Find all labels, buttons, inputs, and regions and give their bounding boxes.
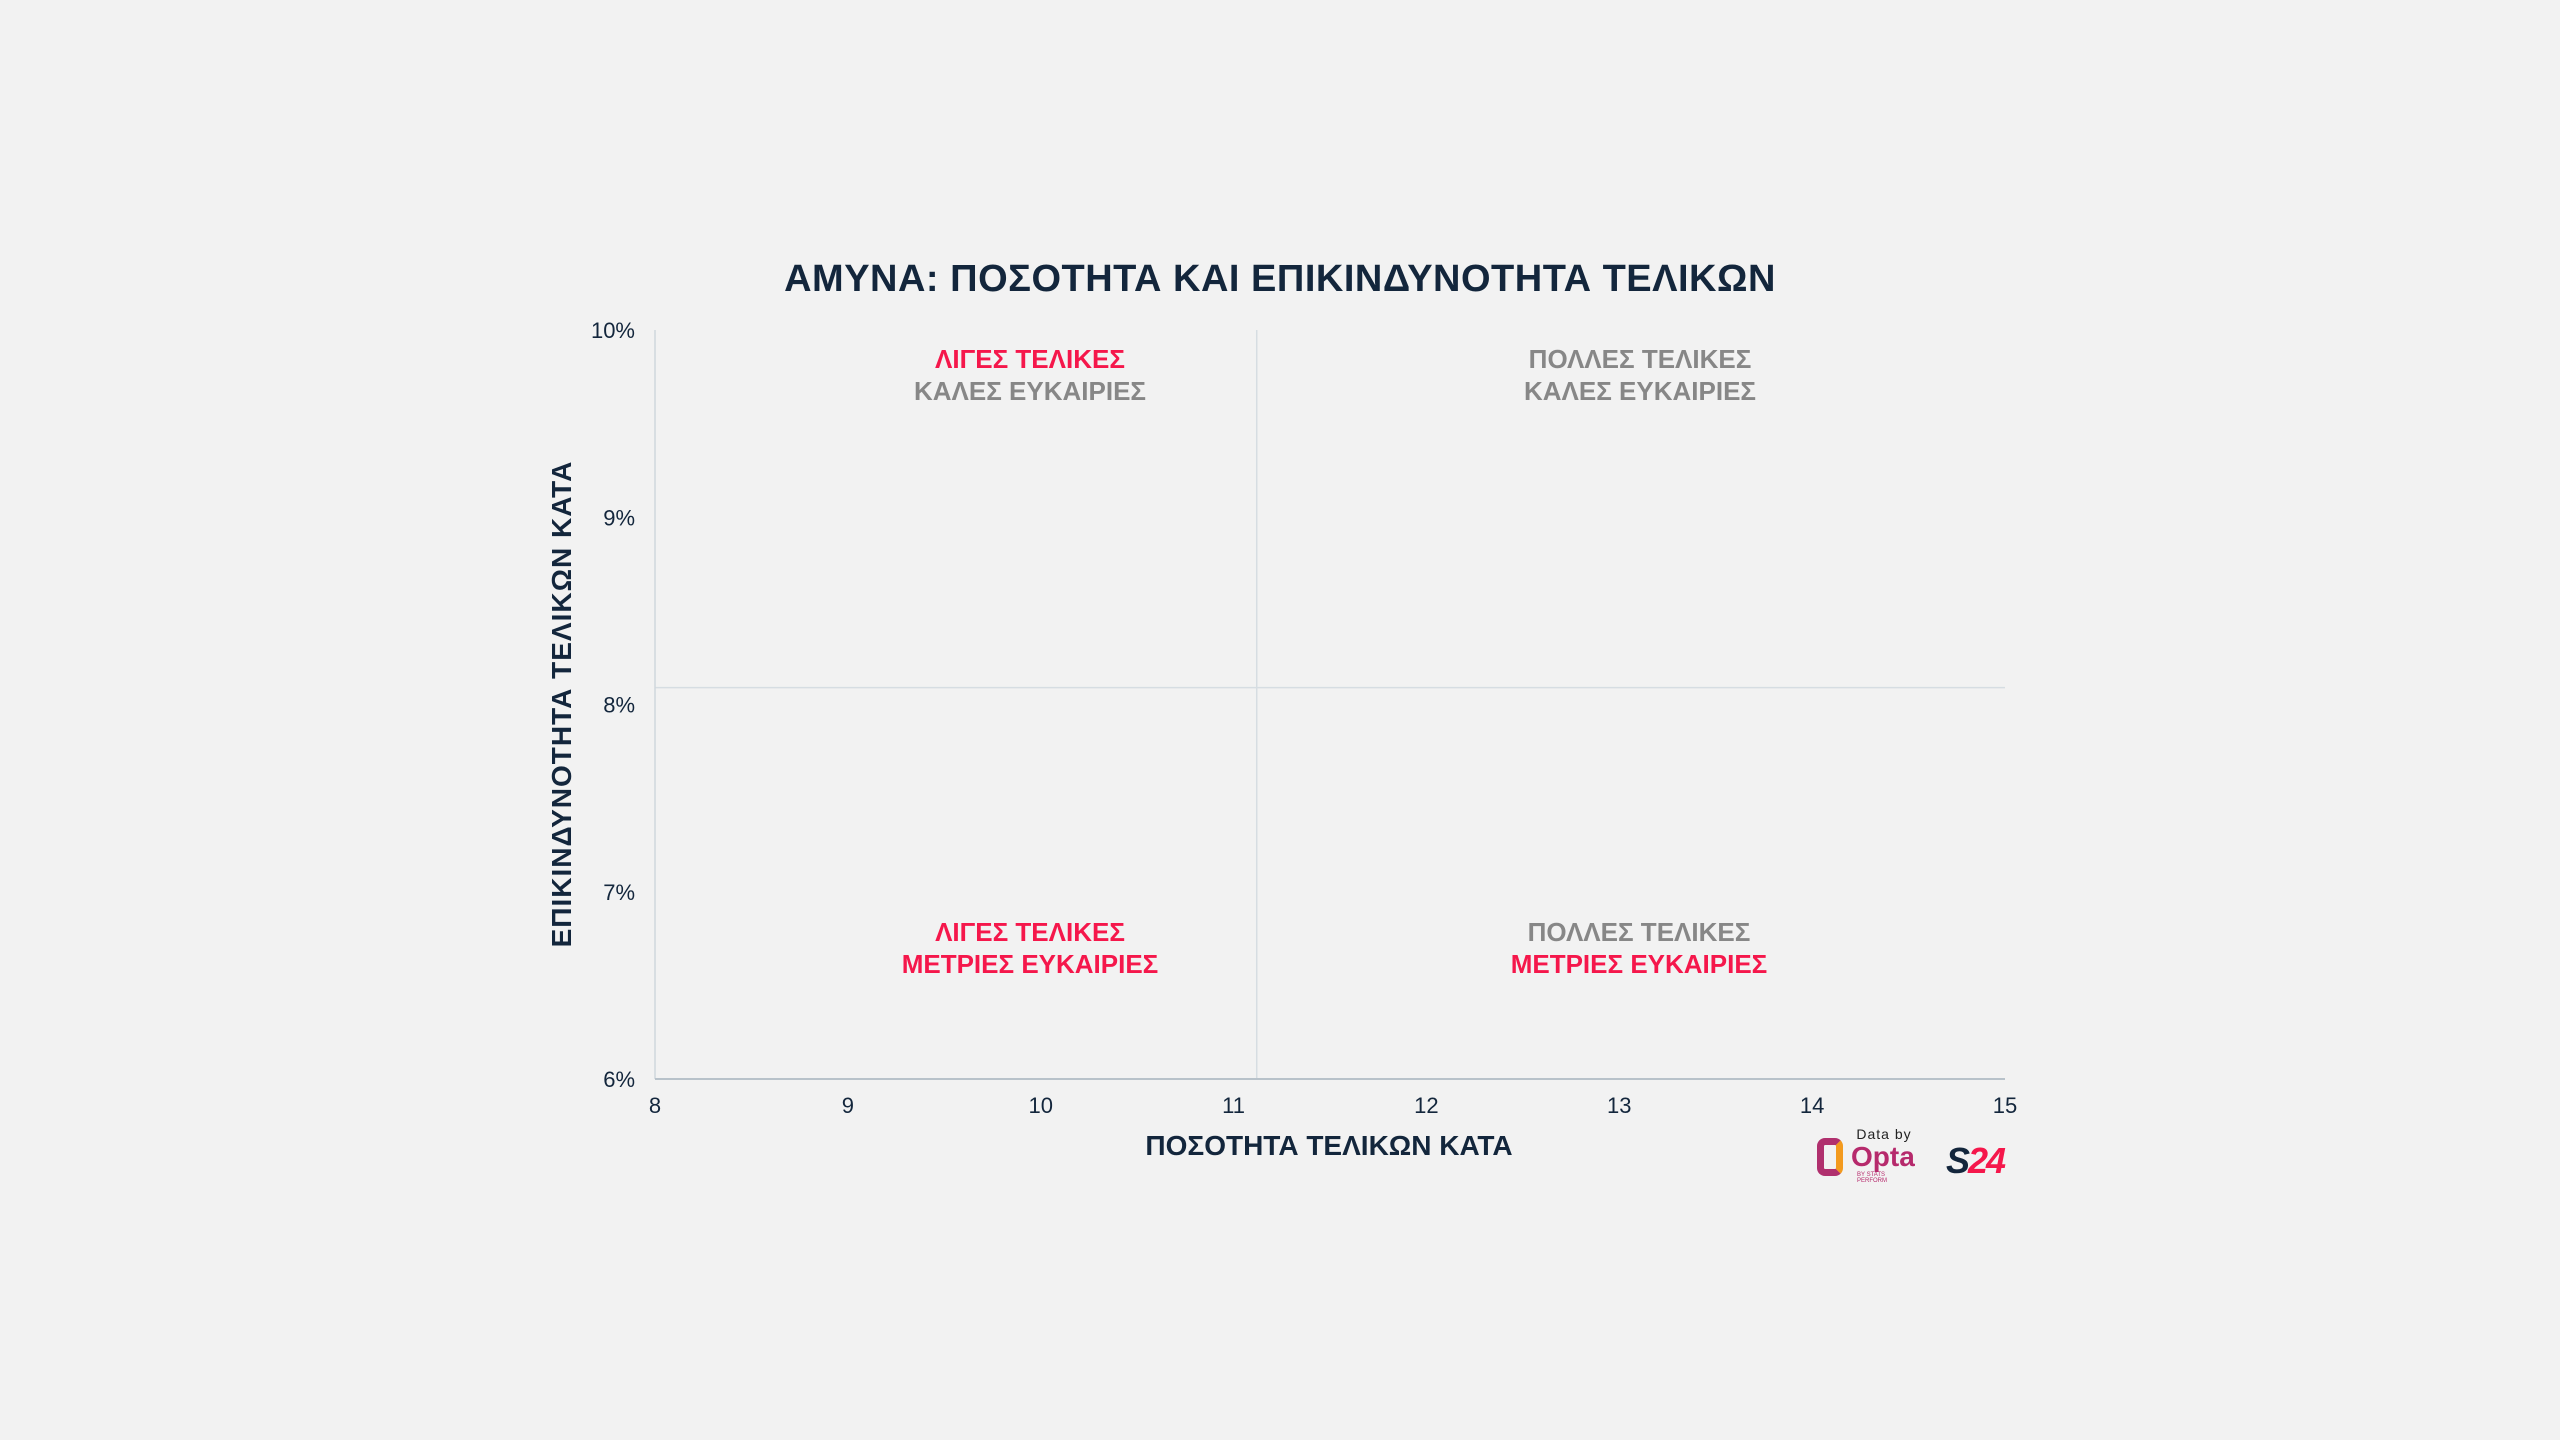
y-tick-label: 9%	[603, 505, 635, 530]
quadrant-line2: ΜΕΤΡΙΕΣ ΕΥΚΑΙΡΙΕΣ	[1510, 949, 1768, 979]
x-tick-label: 12	[1414, 1093, 1438, 1118]
quadrant-line1: ΛΙΓΕΣ ΤΕΛΙΚΕΣ	[935, 917, 1125, 947]
y-axis-label: ΕΠΙΚΙΝΔΥΝΟΤΗΤΑ ΤΕΛΙΚΩΝ ΚΑΤΑ	[546, 460, 577, 948]
quadrant-label-top-right: ΠΟΛΛΕΣ ΤΕΛΙΚΕΣ ΚΑΛΕΣ ΕΥΚΑΙΡΙΕΣ	[1524, 343, 1756, 407]
x-tick-label: 15	[1993, 1093, 2017, 1118]
y-tick-label: 10%	[591, 318, 635, 343]
x-axis-label: ΠΟΣΟΤΗΤΑ ΤΕΛΙΚΩΝ ΚΑΤΑ	[1145, 1130, 1513, 1161]
s24-number: 24	[1968, 1140, 2006, 1181]
opta-subtitle: BY STATS PERFORM	[1857, 1172, 1887, 1184]
y-tick-label: 6%	[603, 1067, 635, 1092]
x-tick-label: 9	[842, 1093, 854, 1118]
quadrant-line1: ΛΙΓΕΣ ΤΕΛΙΚΕΣ	[935, 344, 1125, 374]
opta-logo: Opta BY STATS PERFORM	[1817, 1138, 1915, 1184]
y-tick-label: 8%	[603, 693, 635, 718]
quadrant-line2: ΚΑΛΕΣ ΕΥΚΑΙΡΙΕΣ	[913, 376, 1147, 406]
quadrant-label-top-left: ΛΙΓΕΣ ΤΕΛΙΚΕΣ ΚΑΛΕΣ ΕΥΚΑΙΡΙΕΣ	[914, 343, 1146, 407]
x-tick-label: 11	[1222, 1093, 1245, 1118]
chart-title-lead: ΑΜΥΝΑ:	[784, 258, 940, 300]
quadrant-line1: ΠΟΛΛΕΣ ΤΕΛΙΚΕΣ	[1527, 917, 1751, 947]
s24-logo: S24	[1946, 1140, 2006, 1182]
x-tick-label: 8	[649, 1093, 661, 1118]
opta-mark-icon	[1817, 1138, 1843, 1176]
opta-wordmark: Opta	[1851, 1141, 1915, 1172]
x-tick-label: 14	[1800, 1093, 1824, 1118]
chart-title: ΑΜΥΝΑ: ΠΟΣΟΤΗΤΑ ΚΑΙ ΕΠΙΚΙΝΔΥΝΟΤΗΤΑ ΤΕΛΙΚ…	[0, 258, 2560, 301]
s24-s: S	[1946, 1140, 1970, 1181]
chart-title-rest: ΠΟΣΟΤΗΤΑ ΚΑΙ ΕΠΙΚΙΝΔΥΝΟΤΗΤΑ ΤΕΛΙΚΩΝ	[950, 258, 1776, 300]
x-tick-label: 10	[1028, 1093, 1052, 1118]
quadrant-line2: ΚΑΛΕΣ ΕΥΚΑΙΡΙΕΣ	[1523, 376, 1757, 406]
quadrant-label-bottom-right: ΠΟΛΛΕΣ ΤΕΛΙΚΕΣ ΜΕΤΡΙΕΣ ΕΥΚΑΙΡΙΕΣ	[1511, 916, 1768, 980]
x-tick-label: 13	[1607, 1093, 1631, 1118]
quadrant-label-bottom-left: ΛΙΓΕΣ ΤΕΛΙΚΕΣ ΜΕΤΡΙΕΣ ΕΥΚΑΙΡΙΕΣ	[902, 916, 1159, 980]
quadrant-line1: ΠΟΛΛΕΣ ΤΕΛΙΚΕΣ	[1528, 344, 1752, 374]
quadrant-line2: ΜΕΤΡΙΕΣ ΕΥΚΑΙΡΙΕΣ	[901, 949, 1159, 979]
data-by-label: Data by	[1856, 1126, 1912, 1142]
y-tick-label: 7%	[603, 880, 635, 905]
